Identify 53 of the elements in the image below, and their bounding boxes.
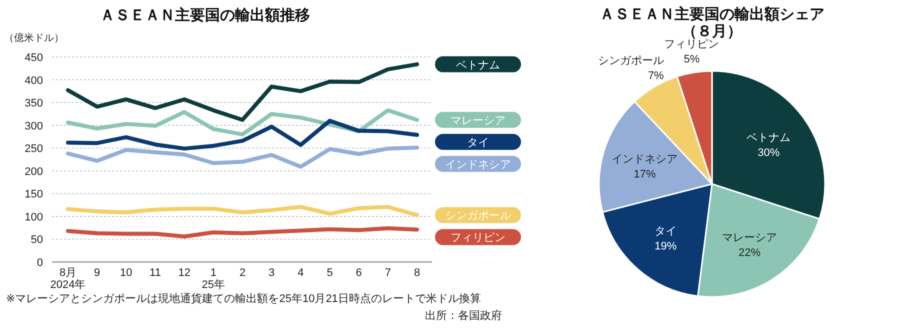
text: フィリピン — [450, 232, 506, 244]
data-label: 5% — [684, 54, 700, 66]
data-label: 7% — [648, 70, 664, 82]
text: タイ — [467, 136, 489, 149]
slice-label: マレーシア — [722, 232, 778, 244]
line-series — [66, 108, 419, 136]
slice-label: フィリピン — [664, 38, 720, 51]
x-tick-label: 6 — [356, 267, 362, 279]
y-tick-label: 0 — [36, 257, 43, 269]
line-series — [66, 146, 419, 169]
text: ※マレーシアとシンガポールは現地通貨建ての輸出額を25年10月21日時点のレートで米ドル換算 — [6, 292, 481, 305]
y-tick-label: 100 — [24, 211, 43, 224]
slice-label: タイ — [654, 226, 677, 238]
line-series — [66, 118, 419, 151]
y-tick-label: 150 — [24, 188, 43, 201]
y-tick-label: 50 — [30, 234, 43, 246]
x-tick-label: 5 — [326, 267, 333, 279]
slice-label: ベトナム — [746, 132, 791, 144]
x-tick-label: 7 — [384, 267, 391, 279]
data-label: 22% — [738, 247, 761, 260]
data-label: 19% — [654, 240, 677, 253]
x-tick-label: 8 — [414, 267, 420, 279]
text: ベトナム — [456, 59, 500, 72]
x-tick-label: 1 25年 — [202, 267, 226, 291]
data-label: 17% — [634, 168, 656, 180]
line-series — [66, 62, 419, 122]
y-axis-title: （億米ドル） — [4, 32, 64, 44]
line-series — [66, 226, 419, 238]
x-tick-label: 12 — [178, 267, 190, 279]
y-tick-label: 450 — [24, 52, 43, 64]
slice-label: インドネシア — [612, 153, 678, 166]
data-label: 30% — [758, 146, 780, 159]
text: シンガポール — [445, 210, 511, 222]
x-tick-label: 11 — [150, 267, 161, 279]
x-tick-label: 3 — [268, 267, 275, 279]
chart-subtitle: （８月） — [682, 23, 742, 40]
x-tick-label: 4 — [298, 267, 304, 279]
text: インドネシア — [445, 158, 511, 171]
x-tick-label: 9 — [94, 267, 100, 279]
slice-label: シンガポール — [598, 55, 664, 68]
text: 出所：各国政府 — [425, 309, 502, 322]
chart-title: ＡＳＥＡＮ主要国の輸出額シェア — [600, 5, 824, 23]
chart-title: ＡＳＥＡＮ主要国の輸出額推移 — [100, 6, 310, 24]
y-tick-label: 250 — [24, 143, 43, 156]
text: マレーシア — [450, 114, 506, 127]
x-tick-label: 2 — [239, 267, 246, 279]
y-tick-label: 350 — [24, 98, 43, 110]
y-tick-label: 200 — [24, 166, 43, 178]
x-tick-label: 10 — [120, 267, 132, 279]
y-tick-label: 300 — [24, 120, 43, 132]
y-tick-label: 400 — [24, 74, 43, 87]
line-series — [66, 204, 419, 218]
x-tick-label: 8月 2024年 — [50, 267, 86, 291]
